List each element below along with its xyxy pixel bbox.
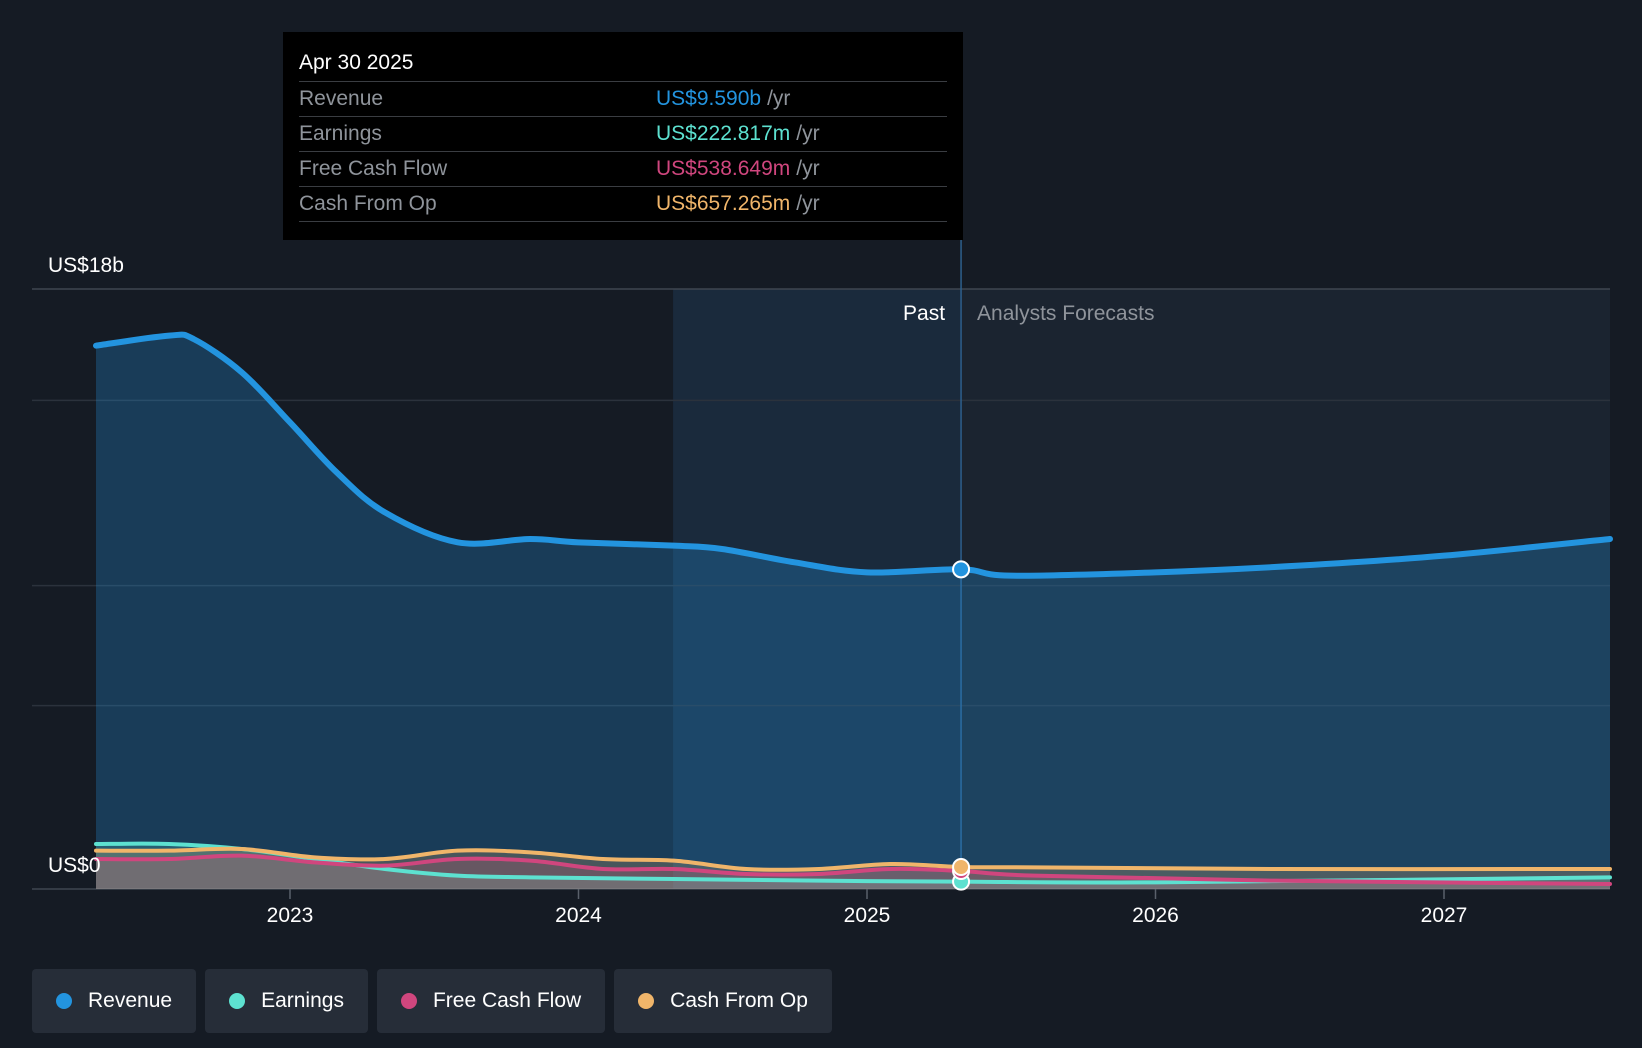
y-tick-label: US$18b (48, 254, 124, 277)
legend-dot-icon (229, 993, 246, 1009)
tooltip-unit: /yr (796, 192, 820, 215)
tooltip-label: Free Cash Flow (299, 157, 448, 180)
legend-label: Cash From Op (670, 989, 808, 1012)
legend-label: Earnings (261, 989, 344, 1012)
series-line-cash-from-op (94, 846, 1612, 872)
tooltip-label: Earnings (299, 122, 382, 145)
series-area-revenue (96, 334, 1610, 889)
tooltip-row-earnings: Earnings US$222.817m /yr (299, 116, 947, 151)
legend-dot-icon (56, 993, 72, 1009)
x-tick-label: 2027 (1421, 904, 1468, 927)
tooltip-unit: /yr (796, 157, 820, 180)
legend-dot-icon (638, 993, 655, 1009)
x-tick-label: 2024 (555, 904, 602, 927)
tooltip-unit: /yr (796, 122, 820, 145)
tooltip-unit: /yr (767, 87, 791, 110)
tooltip-row-revenue: Revenue US$9.590b /yr (299, 81, 947, 116)
legend-dot-icon (400, 993, 417, 1009)
legend-item-earnings[interactable]: Earnings (205, 969, 368, 1033)
y-tick-label: US$0 (48, 854, 101, 877)
legend-item-free-cash-flow[interactable]: Free Cash Flow (376, 969, 606, 1033)
tooltip-date: Apr 30 2025 (299, 51, 414, 74)
tooltip-row-free-cash-flow: Free Cash Flow US$538.649m /yr (299, 151, 947, 186)
forecast-label: Analysts Forecasts (977, 302, 1154, 325)
series-line-revenue (93, 331, 1613, 579)
past-label: Past (903, 302, 945, 325)
tooltip-value: US$222.817m (656, 122, 791, 145)
x-tick-label: 2026 (1132, 904, 1179, 927)
series-marker-cash-from-op (952, 858, 971, 876)
series-marker-revenue (952, 560, 971, 579)
tooltip-label: Cash From Op (299, 192, 437, 215)
tooltip-value: US$657.265m (656, 192, 791, 215)
series-line-free-cash-flow (94, 853, 1612, 886)
past-highlight-band (673, 289, 962, 889)
tooltip-row-cash-from-op: Cash From Op US$657.265m /yr (299, 186, 947, 222)
x-tick-label: 2025 (844, 904, 891, 927)
forecast-region (961, 289, 1610, 889)
legend-label: Free Cash Flow (432, 989, 582, 1012)
legend-item-revenue[interactable]: Revenue (32, 969, 197, 1033)
tooltip-value: US$538.649m (656, 157, 791, 180)
tooltip-label: Revenue (299, 87, 384, 110)
x-tick-label: 2023 (267, 904, 314, 927)
legend: Revenue Earnings Free Cash Flow Cash Fro… (32, 969, 832, 1033)
tooltip-value: US$9.590b (656, 87, 762, 110)
tooltip: Apr 30 2025 Revenue US$9.590b /yr Earnin… (283, 32, 963, 240)
legend-item-cash-from-op[interactable]: Cash From Op (614, 969, 832, 1033)
legend-label: Revenue (88, 989, 173, 1012)
